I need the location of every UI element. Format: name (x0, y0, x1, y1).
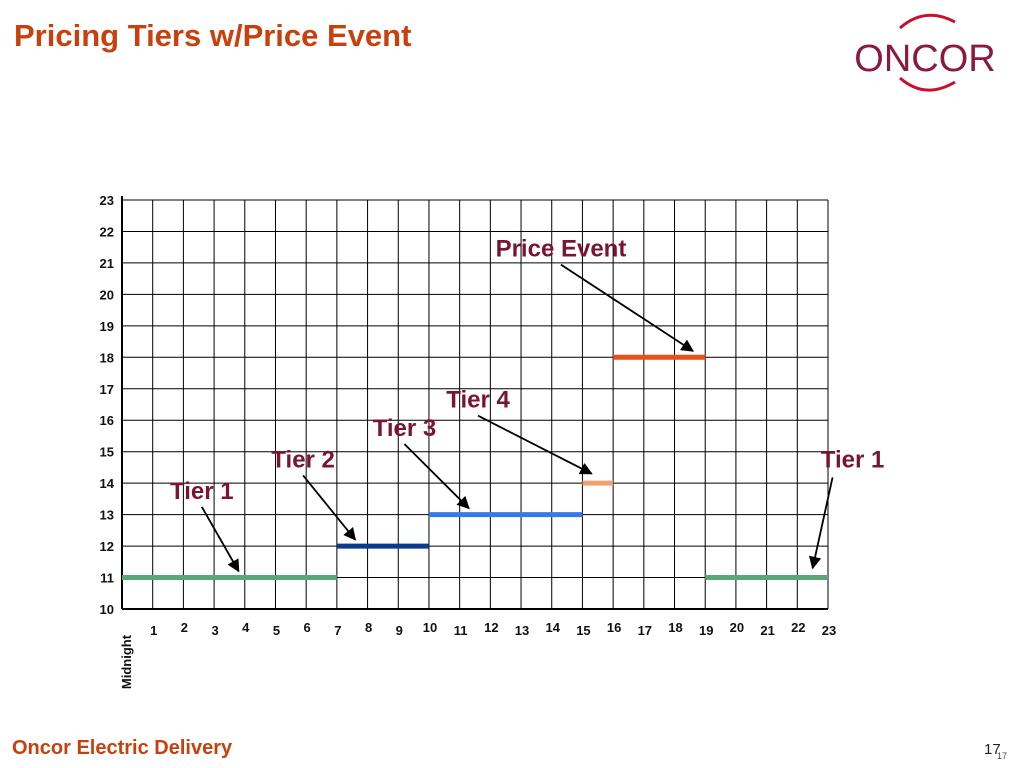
annotation-label: Tier 3 (373, 415, 437, 442)
annotation-label: Tier 1 (821, 446, 885, 473)
logo-text: ONCOR (854, 38, 995, 80)
y-tick-label: 20 (100, 287, 114, 302)
x-tick-label: 6 (304, 620, 311, 635)
x-tick-label: 5 (273, 623, 280, 638)
y-tick-label: 10 (100, 602, 114, 617)
annotation-arrow (477, 414, 593, 475)
x-tick-label: 20 (730, 620, 744, 635)
annotation-label: Price Event (496, 236, 627, 263)
annotation-arrow (201, 506, 240, 573)
x-tick-label: 11 (454, 623, 468, 638)
annotation-label: Tier 1 (170, 478, 234, 505)
x-tick-label: 21 (760, 623, 774, 638)
y-tick-label: 21 (100, 256, 114, 271)
chart-series (122, 354, 828, 581)
y-tick-label: 22 (100, 224, 114, 239)
x-tick-label: 14 (546, 620, 561, 635)
annotation-arrow (808, 477, 834, 570)
annotation-label: Tier 4 (446, 387, 510, 414)
y-tick-label: 17 (100, 382, 114, 397)
logo-arc-bottom (899, 76, 956, 92)
x-tick-label: 18 (668, 620, 682, 635)
x-tick-label: 19 (699, 623, 713, 638)
x-tick-label: 1 (150, 623, 157, 638)
x-tick-label: 9 (396, 623, 403, 638)
y-tick-label: 16 (100, 413, 114, 428)
x-tick-label: 3 (211, 623, 218, 638)
page-number-small: 17 (997, 751, 1008, 761)
oncor-logo: ONCOR (854, 13, 996, 92)
chart-grid (121, 199, 829, 610)
x-tick-label: 23 (822, 623, 836, 638)
annotation-label: Tier 2 (271, 446, 335, 473)
x-tick-label: 15 (576, 623, 590, 638)
x-tick-label: 2 (181, 620, 188, 635)
y-tick-label: 12 (100, 539, 114, 554)
x-tick-label: 13 (515, 623, 529, 638)
annotation-arrow (302, 474, 357, 541)
x-tick-label: 17 (638, 623, 652, 638)
x-tick-label: 12 (484, 620, 498, 635)
y-tick-label: 15 (100, 445, 114, 460)
y-tick-label: 11 (100, 571, 114, 586)
x-tick-label: 4 (242, 620, 250, 635)
x-tick-label: 10 (423, 620, 437, 635)
logo-arc (899, 13, 956, 30)
x-tick-label: 16 (607, 620, 621, 635)
chart-annotations: Tier 1 Tier 2 Tier 3 Tier 4 Price Event Tier … (170, 236, 885, 573)
x-axis-label: Midnight (119, 634, 134, 689)
chart-axes (121, 196, 828, 610)
footer-company: Oncor Electric Delivery (12, 737, 233, 759)
y-tick-label: 18 (100, 350, 114, 365)
y-tick-label: 14 (100, 476, 115, 491)
annotation-arrow (560, 263, 694, 352)
page-number: 17 (984, 741, 1001, 758)
slide-title: Pricing Tiers w/Price Event (14, 18, 412, 53)
y-tick-label: 13 (100, 508, 114, 523)
x-tick-label: 8 (365, 620, 372, 635)
x-tick-label: 7 (334, 623, 341, 638)
y-tick-label: 19 (100, 319, 114, 334)
x-tick-label: 22 (791, 620, 805, 635)
y-tick-label: 23 (100, 193, 114, 208)
annotation-arrow (403, 443, 470, 510)
